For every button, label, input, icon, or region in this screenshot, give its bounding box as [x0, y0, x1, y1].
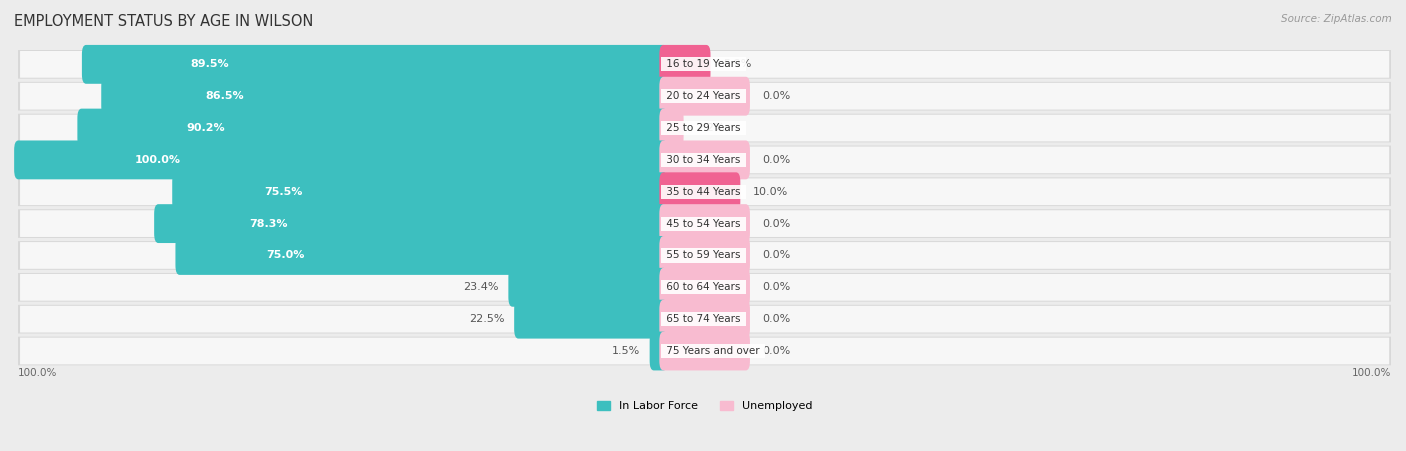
Text: 86.5%: 86.5%	[205, 91, 245, 101]
Text: 2.2%: 2.2%	[696, 123, 724, 133]
Text: 35 to 44 Years: 35 to 44 Years	[664, 187, 744, 197]
FancyBboxPatch shape	[18, 114, 1392, 143]
Text: EMPLOYMENT STATUS BY AGE IN WILSON: EMPLOYMENT STATUS BY AGE IN WILSON	[14, 14, 314, 28]
Text: 75.5%: 75.5%	[264, 187, 302, 197]
Text: 30 to 34 Years: 30 to 34 Years	[664, 155, 744, 165]
FancyBboxPatch shape	[650, 331, 668, 370]
FancyBboxPatch shape	[172, 172, 668, 211]
FancyBboxPatch shape	[20, 338, 1389, 364]
FancyBboxPatch shape	[20, 179, 1389, 205]
FancyBboxPatch shape	[18, 50, 1392, 78]
Text: 25 to 29 Years: 25 to 29 Years	[664, 123, 744, 133]
Text: Source: ZipAtlas.com: Source: ZipAtlas.com	[1281, 14, 1392, 23]
Text: 100.0%: 100.0%	[1351, 368, 1391, 377]
Text: 100.0%: 100.0%	[18, 368, 58, 377]
Text: 75.0%: 75.0%	[267, 250, 305, 261]
Text: 100.0%: 100.0%	[135, 155, 180, 165]
FancyBboxPatch shape	[20, 210, 1389, 237]
FancyBboxPatch shape	[659, 45, 710, 84]
FancyBboxPatch shape	[515, 300, 668, 339]
FancyBboxPatch shape	[14, 140, 668, 179]
FancyBboxPatch shape	[18, 177, 1392, 206]
Text: 65 to 74 Years: 65 to 74 Years	[664, 314, 744, 324]
FancyBboxPatch shape	[20, 274, 1389, 301]
FancyBboxPatch shape	[659, 172, 741, 211]
FancyBboxPatch shape	[155, 204, 668, 243]
Text: 1.5%: 1.5%	[612, 346, 640, 356]
Text: 75 Years and over: 75 Years and over	[664, 346, 763, 356]
FancyBboxPatch shape	[659, 109, 683, 147]
Text: 22.5%: 22.5%	[470, 314, 505, 324]
FancyBboxPatch shape	[77, 109, 668, 147]
FancyBboxPatch shape	[509, 268, 668, 307]
FancyBboxPatch shape	[20, 115, 1389, 142]
FancyBboxPatch shape	[659, 268, 749, 307]
Text: 78.3%: 78.3%	[249, 219, 288, 229]
Text: 0.0%: 0.0%	[762, 282, 790, 292]
FancyBboxPatch shape	[18, 273, 1392, 302]
Text: 5.9%: 5.9%	[723, 60, 751, 69]
Text: 10.0%: 10.0%	[752, 187, 787, 197]
FancyBboxPatch shape	[20, 147, 1389, 173]
FancyBboxPatch shape	[18, 305, 1392, 333]
FancyBboxPatch shape	[18, 209, 1392, 238]
FancyBboxPatch shape	[82, 45, 668, 84]
Text: 16 to 19 Years: 16 to 19 Years	[664, 60, 744, 69]
Text: 0.0%: 0.0%	[762, 314, 790, 324]
Text: 0.0%: 0.0%	[762, 346, 790, 356]
FancyBboxPatch shape	[18, 82, 1392, 110]
Legend: In Labor Force, Unemployed: In Labor Force, Unemployed	[592, 396, 817, 416]
FancyBboxPatch shape	[659, 331, 749, 370]
Text: 89.5%: 89.5%	[190, 60, 229, 69]
Text: 0.0%: 0.0%	[762, 91, 790, 101]
Text: 90.2%: 90.2%	[186, 123, 225, 133]
FancyBboxPatch shape	[659, 77, 749, 115]
Text: 45 to 54 Years: 45 to 54 Years	[664, 219, 744, 229]
FancyBboxPatch shape	[18, 337, 1392, 365]
FancyBboxPatch shape	[20, 306, 1389, 332]
FancyBboxPatch shape	[659, 300, 749, 339]
Text: 0.0%: 0.0%	[762, 219, 790, 229]
FancyBboxPatch shape	[18, 146, 1392, 174]
FancyBboxPatch shape	[659, 236, 749, 275]
FancyBboxPatch shape	[101, 77, 668, 115]
Text: 60 to 64 Years: 60 to 64 Years	[664, 282, 744, 292]
Text: 0.0%: 0.0%	[762, 155, 790, 165]
FancyBboxPatch shape	[659, 204, 749, 243]
Text: 0.0%: 0.0%	[762, 250, 790, 261]
FancyBboxPatch shape	[20, 51, 1389, 78]
Text: 23.4%: 23.4%	[463, 282, 499, 292]
FancyBboxPatch shape	[176, 236, 668, 275]
FancyBboxPatch shape	[20, 242, 1389, 269]
FancyBboxPatch shape	[659, 140, 749, 179]
Text: 20 to 24 Years: 20 to 24 Years	[664, 91, 744, 101]
FancyBboxPatch shape	[20, 83, 1389, 110]
Text: 55 to 59 Years: 55 to 59 Years	[664, 250, 744, 261]
FancyBboxPatch shape	[18, 241, 1392, 270]
